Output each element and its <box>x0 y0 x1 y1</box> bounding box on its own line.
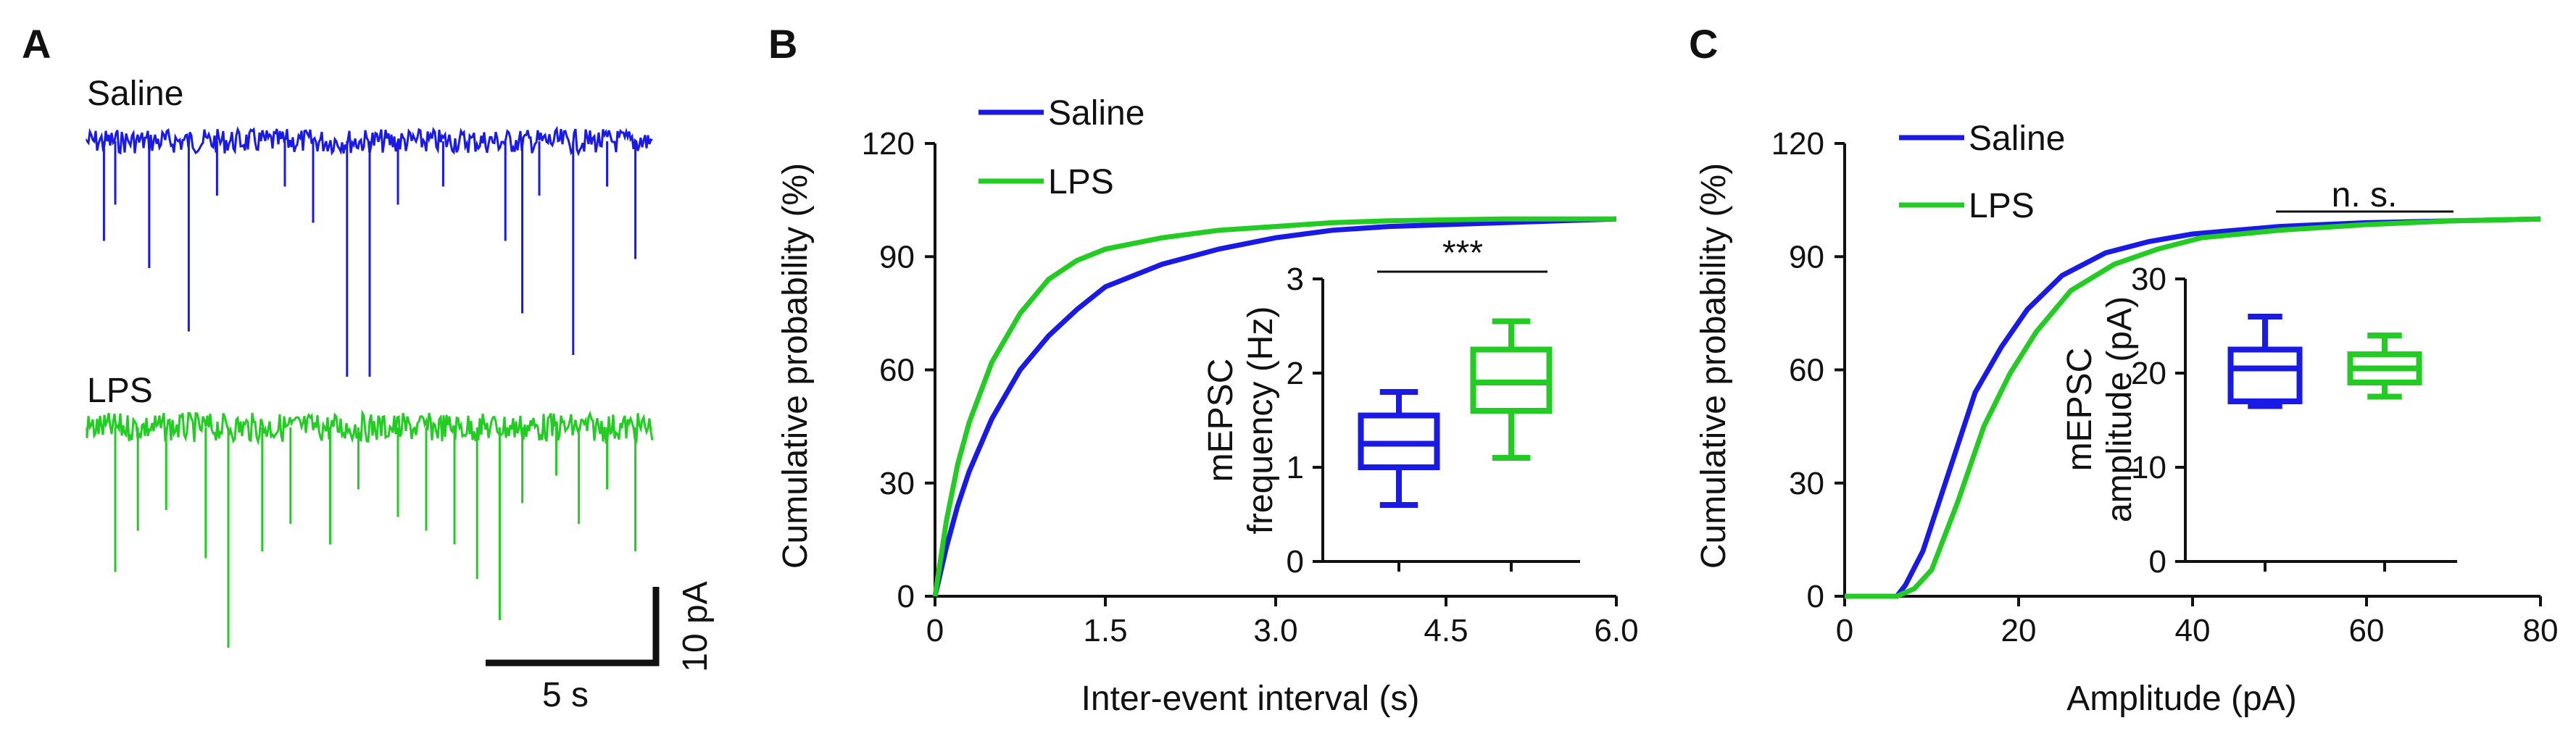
x-tick-label: 20 <box>2001 613 2037 648</box>
c-y-axis-label: Cumulative probability (%) <box>1695 163 1733 569</box>
b-inset-y-label-line2: frequency (Hz) <box>1242 306 1280 535</box>
box-saline <box>2227 346 2303 404</box>
y-tick-label: 60 <box>1789 353 1824 388</box>
scale-bar-current-label: 10 pA <box>676 581 715 672</box>
b-x-axis-label: Inter-event interval (s) <box>1081 680 1420 718</box>
y-tick-label: 90 <box>879 239 915 275</box>
scale-bar <box>486 587 660 667</box>
b-inset: 0 1 2 3 <box>1287 262 1580 580</box>
b-legend-lps: LPS <box>1048 163 1114 201</box>
x-tick-label: 4.5 <box>1424 613 1468 648</box>
c-inset-y-label-line2: amplitude (pA) <box>2101 296 2139 522</box>
panel-b: B Cumulative probability (%) Inter-event… <box>768 21 1639 718</box>
y-tick-label: 120 <box>1771 126 1824 162</box>
b-y-axis-label: Cumulative probability (%) <box>776 163 815 569</box>
y-tick-label: 120 <box>862 126 915 162</box>
c-inset: 0 10 20 30 <box>2131 262 2457 580</box>
x-tick-label: 0 <box>1836 613 1853 648</box>
x-tick-label: 6.0 <box>1594 613 1638 648</box>
x-tick-label: 1.5 <box>1083 613 1127 648</box>
x-tick-label: 0 <box>926 613 944 648</box>
lps-cumulative-curve <box>1845 216 2541 599</box>
y-tick-label: 30 <box>1789 466 1824 501</box>
panel-c-label: C <box>1689 21 1718 67</box>
c-x-axis-label: Amplitude (pA) <box>2066 680 2296 718</box>
saline-trace-label: Saline <box>87 75 183 113</box>
panel-c: C Cumulative probability (%) Amplitude (… <box>1689 21 2558 718</box>
saline-cumulative-curve <box>1845 216 2541 599</box>
scale-bar-time-label: 5 s <box>542 676 589 714</box>
b-legend: Saline LPS <box>979 94 1144 201</box>
inset-y-tick-label: 30 <box>2131 262 2166 297</box>
panel-a: A Saline LPS 5 s 10 pA <box>22 21 715 714</box>
y-tick-label: 60 <box>879 353 915 388</box>
inset-y-tick-label: 3 <box>1287 262 1304 297</box>
c-axes: 0 20 40 60 80 0 30 60 90 120 <box>1771 126 2559 648</box>
lps-events <box>114 427 637 648</box>
x-tick-label: 60 <box>2349 613 2385 648</box>
c-legend-lps: LPS <box>1969 187 2035 225</box>
c-significance-label: n. s. <box>2332 176 2398 214</box>
inset-y-tick-label: 1 <box>1287 450 1304 485</box>
panel-b-label: B <box>768 21 797 67</box>
c-legend-saline: Saline <box>1969 120 2065 158</box>
lps-trace-label: LPS <box>87 372 153 410</box>
c-curves <box>1845 216 2541 599</box>
inset-y-tick-label: 0 <box>2149 544 2166 580</box>
b-curves <box>932 216 1617 597</box>
b-significance-label: *** <box>1442 234 1483 272</box>
y-tick-label: 30 <box>879 466 915 501</box>
y-tick-label: 0 <box>897 579 915 614</box>
saline-events <box>102 141 637 377</box>
saline-cumulative-curve <box>932 216 1617 597</box>
y-tick-label: 90 <box>1789 239 1824 275</box>
c-legend: Saline LPS <box>1899 120 2065 225</box>
y-tick-label: 0 <box>1807 579 1824 614</box>
x-tick-label: 3.0 <box>1253 613 1297 648</box>
inset-y-tick-label: 10 <box>2131 450 2166 485</box>
inset-y-tick-label: 0 <box>1287 544 1304 580</box>
c-inset-y-label-line1: mEPSC <box>2061 348 2099 472</box>
b-inset-y-label-line1: mEPSC <box>1202 359 1240 483</box>
x-tick-label: 40 <box>2175 613 2211 648</box>
lps-trace <box>86 409 654 446</box>
b-legend-saline: Saline <box>1048 94 1144 133</box>
x-tick-label: 80 <box>2523 613 2559 648</box>
panel-a-label: A <box>22 21 51 67</box>
lps-cumulative-curve <box>932 216 1616 597</box>
inset-y-tick-label: 2 <box>1287 356 1304 391</box>
inset-y-tick-label: 20 <box>2131 356 2166 391</box>
